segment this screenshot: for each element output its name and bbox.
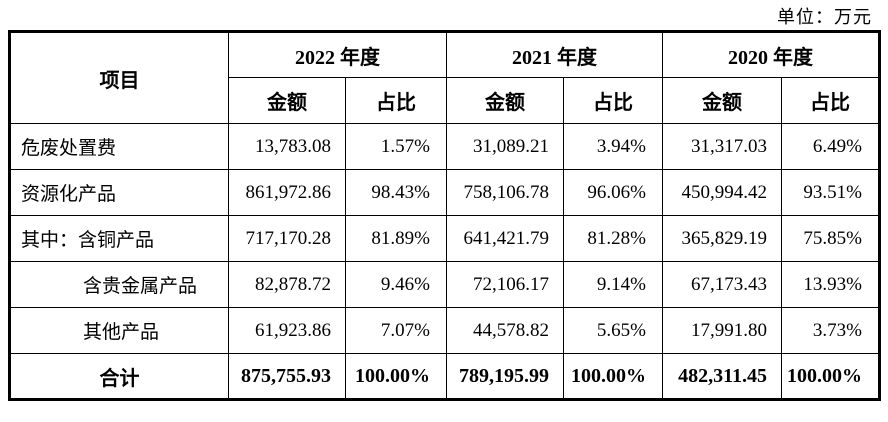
table-body: 危废处置费 13,783.08 1.57% 31,089.21 3.94% 31,317.… [9,123,880,400]
amount-cell: 61,923.86 [228,307,346,354]
unit-label: 单位：万元 [777,7,872,27]
ratio-cell: 13.93% [781,261,880,308]
table-row: 其中：含铜产品 717,170.28 81.89% 641,421.79 81.28% 3… [9,215,880,262]
ratio-cell: 100.00% [563,353,663,400]
amount-header-2021: 金额 [446,77,564,124]
amount-cell: 17,991.80 [662,307,782,354]
item-header-cell: 项目 [9,31,229,124]
ratio-cell: 75.85% [781,215,880,262]
ratio-cell: 5.65% [563,307,663,354]
amount-header-2022: 金额 [228,77,346,124]
table-row: 资源化产品 861,972.86 98.43% 758,106.78 96.06% 450… [9,169,880,216]
amount-cell: 450,994.42 [662,169,782,216]
ratio-header-2020: 占比 [781,77,880,124]
row-label: 资源化产品 [9,169,229,216]
table-row: 含贵金属产品 82,878.72 9.46% 72,106.17 9.14% 67,173… [9,261,880,308]
row-label: 其中：含铜产品 [9,215,229,262]
amount-cell: 365,829.19 [662,215,782,262]
amount-cell: 31,317.03 [662,123,782,170]
ratio-cell: 3.94% [563,123,663,170]
ratio-header-2022: 占比 [345,77,447,124]
ratio-cell: 9.14% [563,261,663,308]
row-label: 合计 [9,353,229,400]
ratio-cell: 81.89% [345,215,447,262]
amount-cell: 13,783.08 [228,123,346,170]
ratio-cell: 1.57% [345,123,447,170]
ratio-header-2021: 占比 [563,77,663,124]
amount-cell: 641,421.79 [446,215,564,262]
row-label: 含贵金属产品 [9,261,229,308]
amount-cell: 67,173.43 [662,261,782,308]
ratio-cell: 9.46% [345,261,447,308]
ratio-cell: 93.51% [781,169,880,216]
amount-cell: 789,195.99 [446,353,564,400]
ratio-cell: 7.07% [345,307,447,354]
table-header: 项目 2022 年度 2021 年度 2020 年度 金额 占比 金额 占比 金… [9,31,880,124]
amount-cell: 861,972.86 [228,169,346,216]
year-header-2021: 2021 年度 [446,31,663,78]
amount-cell: 72,106.17 [446,261,564,308]
amount-cell: 31,089.21 [446,123,564,170]
amount-cell: 758,106.78 [446,169,564,216]
revenue-composition-table: 项目 2022 年度 2021 年度 2020 年度 金额 占比 金额 占比 金… [8,30,881,401]
ratio-cell: 100.00% [781,353,880,400]
table-row: 其他产品 61,923.86 7.07% 44,578.82 5.65% 17,991.8… [9,307,880,354]
ratio-cell: 96.06% [563,169,663,216]
row-label: 危废处置费 [9,123,229,170]
amount-cell: 482,311.45 [662,353,782,400]
row-label: 其他产品 [9,307,229,354]
subheader-row: 金额 占比 金额 占比 金额 占比 [10,77,880,124]
ratio-cell: 3.73% [781,307,880,354]
year-header-row: 项目 2022 年度 2021 年度 2020 年度 [9,31,880,124]
ratio-cell: 100.00% [345,353,447,400]
amount-cell: 82,878.72 [228,261,346,308]
ratio-cell: 81.28% [563,215,663,262]
amount-cell: 717,170.28 [228,215,346,262]
amount-cell: 44,578.82 [446,307,564,354]
year-header-2022: 2022 年度 [228,31,447,78]
total-row: 合计 875,755.93 100.00% 789,195.99 100.00% 482,… [9,353,880,400]
year-header-2020: 2020 年度 [662,31,880,78]
table-row: 危废处置费 13,783.08 1.57% 31,089.21 3.94% 31,317.… [9,123,880,170]
amount-header-2020: 金额 [662,77,782,124]
ratio-cell: 6.49% [781,123,880,170]
ratio-cell: 98.43% [345,169,447,216]
amount-cell: 875,755.93 [228,353,346,400]
